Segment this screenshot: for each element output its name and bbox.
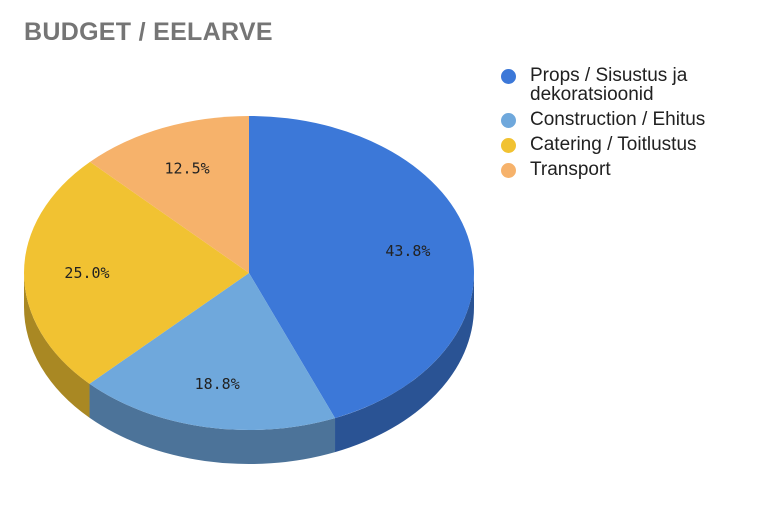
legend-swatch-props [501,69,516,84]
legend-label-catering: Catering / Toitlustus [530,134,697,155]
legend-item-transport[interactable]: Transport [501,160,763,179]
slice-label-props: 43.8% [385,242,430,260]
slice-label-transport: 12.5% [164,160,209,178]
pie-slice-catering[interactable] [24,161,250,384]
legend-label-props: Props / Sisustus ja dekoratsioonid [530,65,688,105]
legend-item-construction[interactable]: Construction / Ehitus [501,110,763,129]
legend-label-transport: Transport [530,159,611,180]
pie-side-construction [89,383,336,465]
legend-item-props[interactable]: Props / Sisustus ja dekoratsioonid [501,66,763,104]
slice-label-construction: 18.8% [195,375,240,393]
pie-slice-construction[interactable] [89,273,336,430]
pie-side-props [335,273,474,453]
legend-label-construction: Construction / Ehitus [530,109,706,130]
slice-label-catering: 25.0% [64,264,109,282]
pie-side-catering [24,273,90,418]
pie-slice-props[interactable] [249,116,474,419]
chart-legend: Props / Sisustus ja dekoratsioonid Constr… [501,66,763,185]
legend-swatch-construction [501,113,516,128]
legend-swatch-transport [501,163,516,178]
chart-title: BUDGET / EELARVE [24,18,273,46]
legend-swatch-catering [501,138,516,153]
legend-item-catering[interactable]: Catering / Toitlustus [501,135,763,154]
pie-slice-transport[interactable] [90,116,250,273]
